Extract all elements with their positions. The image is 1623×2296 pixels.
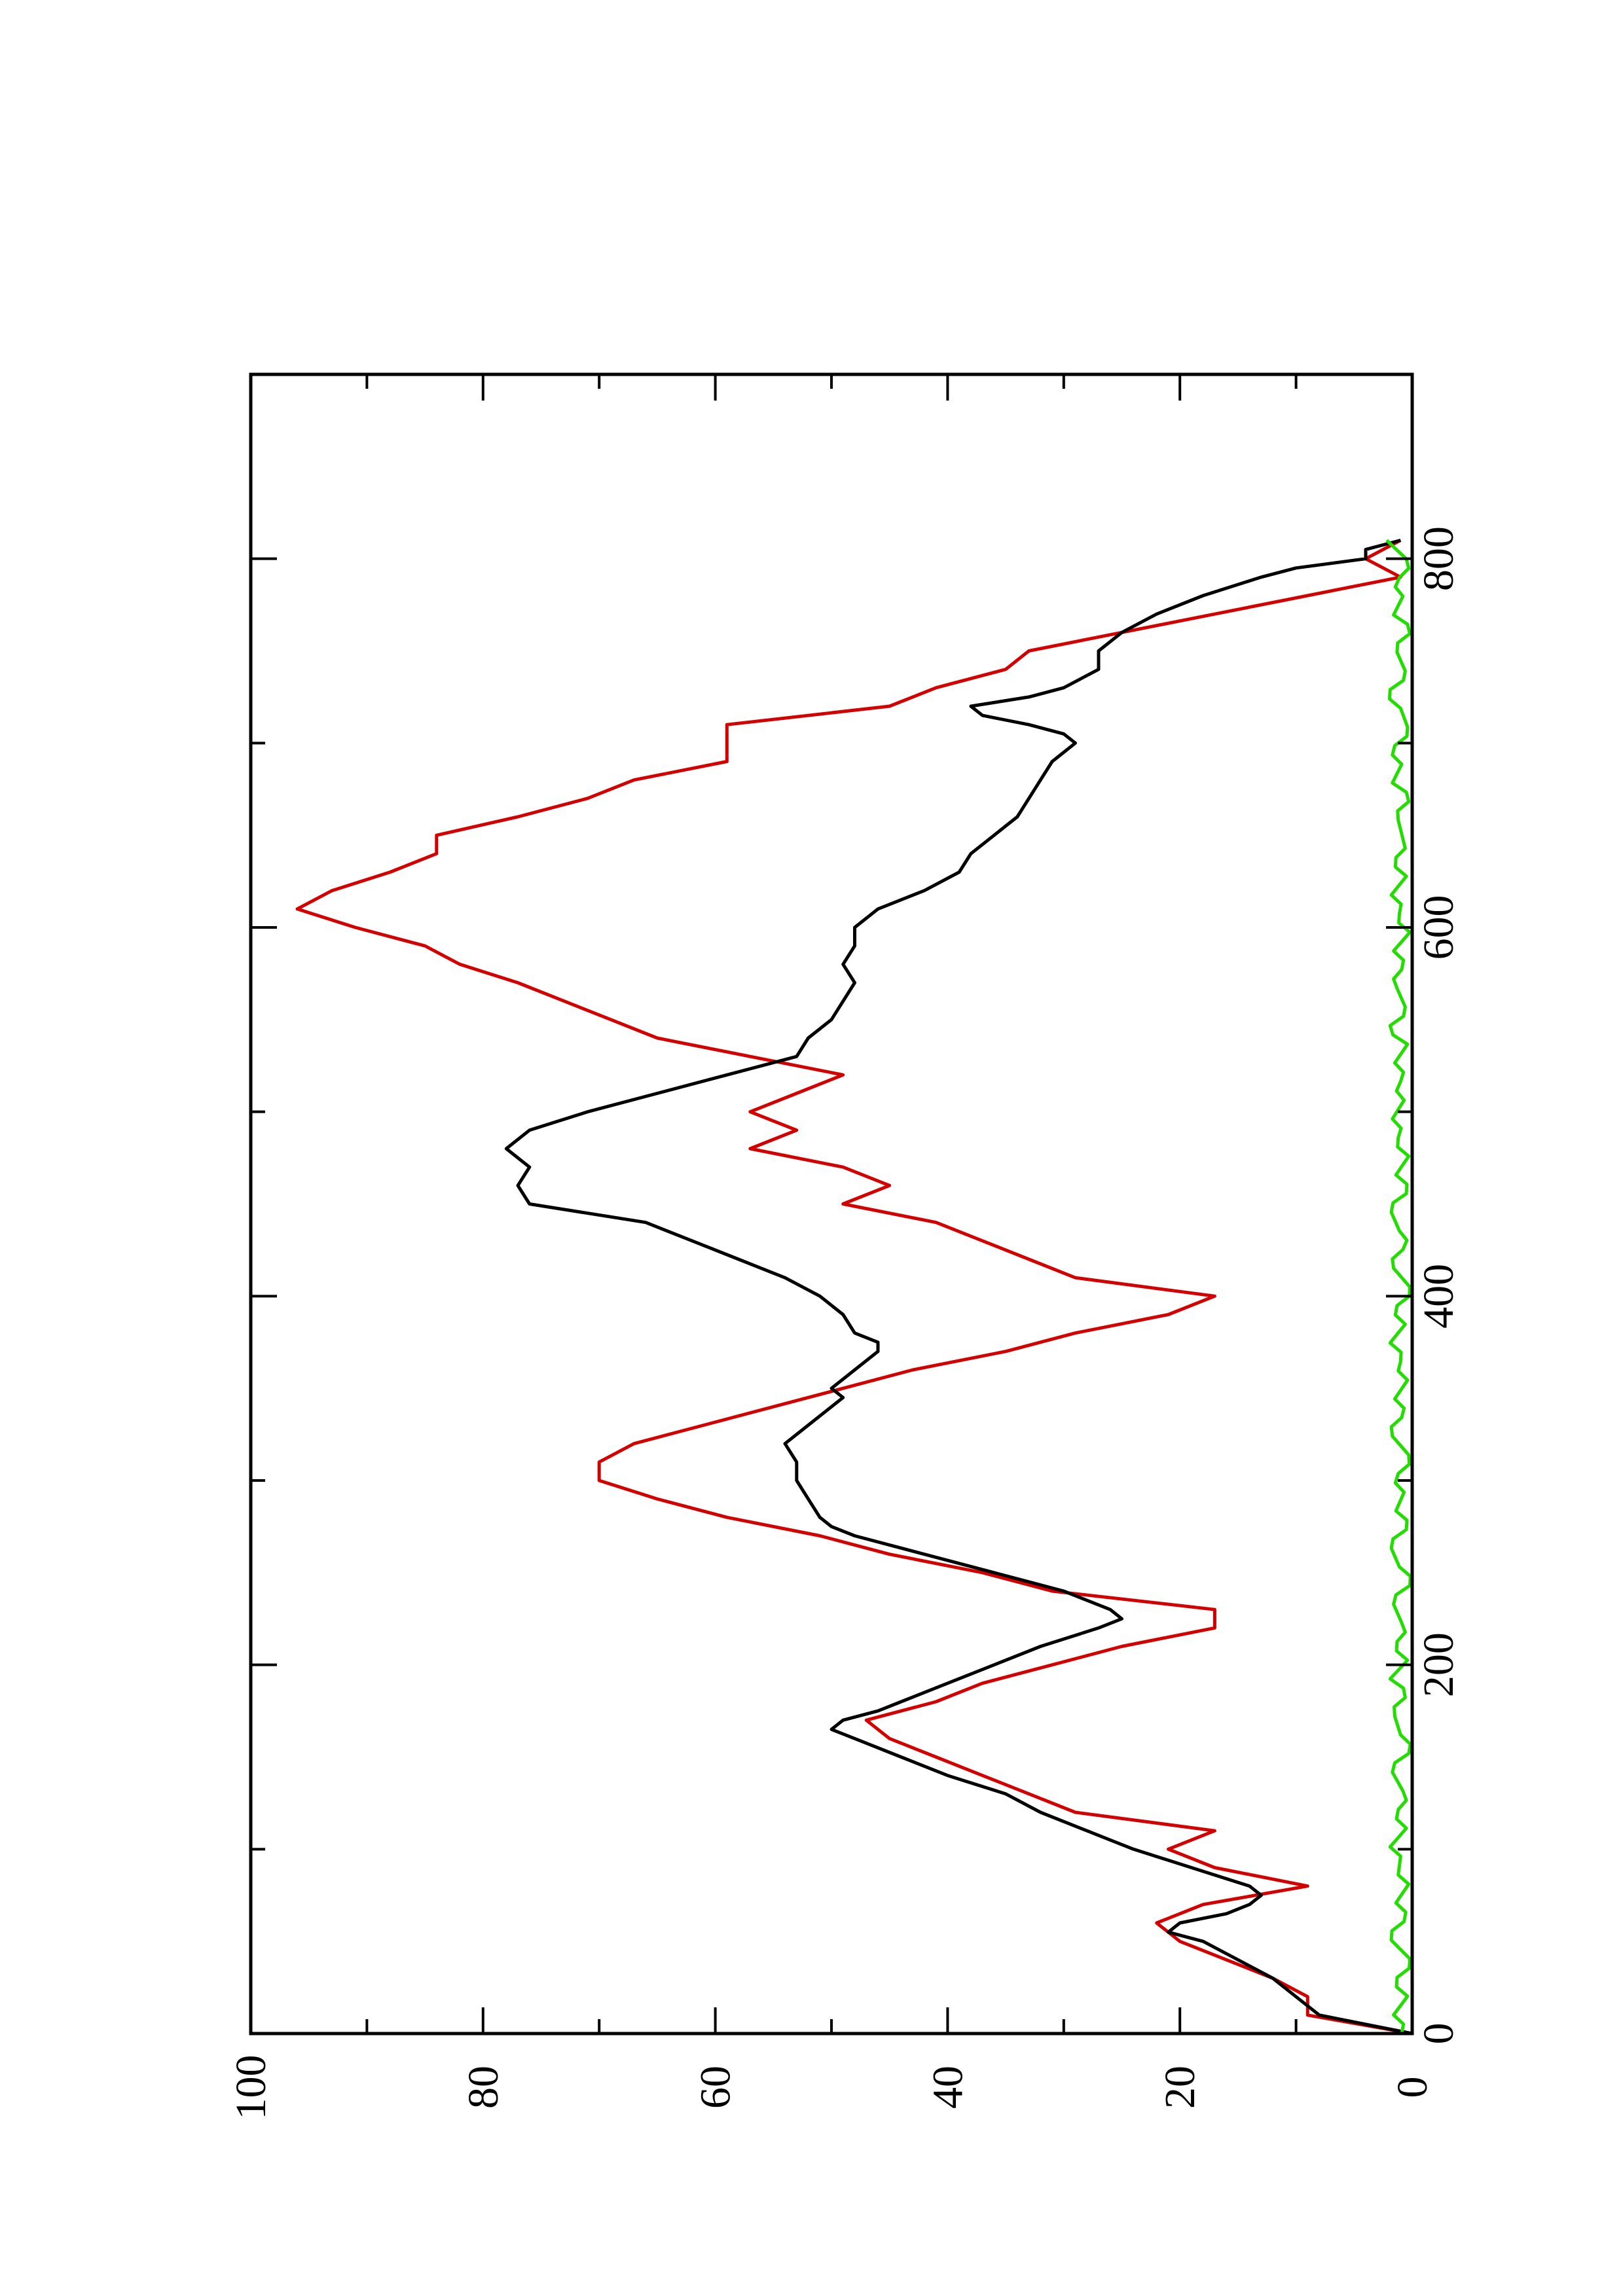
y-tick-label-60: 60 xyxy=(692,2066,740,2109)
plot-frame xyxy=(249,372,1414,2036)
y-tick-label-40: 40 xyxy=(924,2066,972,2109)
x-tick-label-0: 0 xyxy=(1415,2023,1463,2045)
y-tick-label-80: 80 xyxy=(460,2066,507,2109)
series-line-2 xyxy=(504,539,1413,2036)
labels-layer: 0 200 400 600 800 0 20 40 60 80 100 xyxy=(227,526,1463,2119)
y-tick-label-100: 100 xyxy=(227,2055,275,2120)
y-tick-label-20: 20 xyxy=(1156,2066,1204,2109)
series-layer xyxy=(295,539,1413,2036)
y-tick-label-0: 0 xyxy=(1389,2077,1436,2098)
x-tick-label-400: 400 xyxy=(1415,1264,1463,1329)
x-tick-label-600: 600 xyxy=(1415,895,1463,960)
series-line-3 xyxy=(1385,539,1412,2034)
x-tick-label-800: 800 xyxy=(1415,526,1463,591)
x-tick-label-200: 200 xyxy=(1415,1632,1463,1697)
series-line-1 xyxy=(295,539,1413,2036)
